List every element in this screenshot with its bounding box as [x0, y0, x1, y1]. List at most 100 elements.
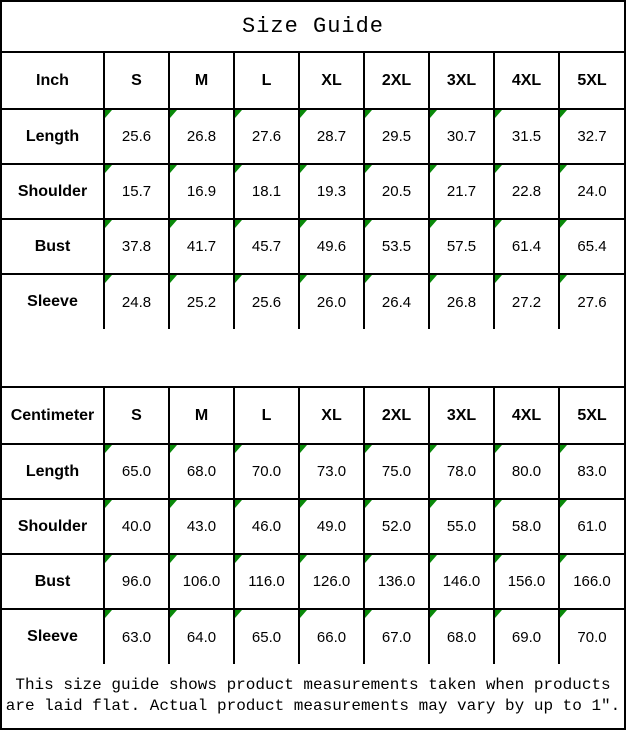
cell-flag-triangle-icon	[301, 221, 307, 228]
measurement-value: 70.0	[251, 463, 282, 480]
size-header-cell: M	[168, 52, 235, 110]
measurement-value: 66.0	[316, 628, 347, 646]
measurement-value-cell: 26.8	[168, 108, 235, 165]
measurement-value-cell: 68.0	[168, 443, 235, 500]
measurement-label-cell: Sleeve	[1, 608, 105, 665]
measurement-value: 29.5	[381, 128, 412, 145]
cell-flag-triangle-icon	[366, 221, 372, 228]
measurement-value: 18.1	[251, 183, 282, 200]
cell-flag-triangle-icon	[236, 276, 242, 283]
measurement-value: 15.7	[121, 183, 152, 200]
measurement-value: 16.9	[186, 183, 217, 200]
cell-flag-triangle-icon	[431, 166, 437, 173]
size-header-cell: 2XL	[363, 52, 430, 110]
cell-flag-triangle-icon	[496, 446, 502, 453]
measurement-value-cell: 53.5	[363, 218, 430, 275]
measurement-value: 24.0	[577, 183, 607, 200]
measurement-value-cell: 96.0	[103, 553, 170, 610]
measurement-value-cell: 70.0	[233, 443, 300, 500]
footer-note: This size guide shows product measuremen…	[2, 664, 624, 728]
measurement-value-cell: 136.0	[363, 553, 430, 610]
size-header-cell: 3XL	[428, 387, 495, 445]
cell-flag-triangle-icon	[431, 276, 437, 283]
cell-flag-triangle-icon	[496, 276, 502, 283]
cell-flag-triangle-icon	[171, 556, 177, 563]
size-header-row: Centimeter S M L XL 2XL 3XL 4XL 5XL	[1, 387, 625, 445]
measurement-value: 20.5	[381, 183, 412, 200]
measurement-value-cell: 73.0	[298, 443, 365, 500]
measurement-value: 166.0	[573, 573, 611, 590]
measurement-value-cell: 69.0	[493, 608, 560, 665]
cell-flag-triangle-icon	[236, 611, 242, 618]
cell-flag-triangle-icon	[431, 446, 437, 453]
measurement-row: Length 65.0 68.0 70.0 73.0 75.0 78.0 80.0 83.0	[1, 443, 625, 500]
measurement-value: 27.2	[511, 293, 542, 311]
measurement-value: 40.0	[121, 518, 152, 535]
cell-flag-triangle-icon	[301, 276, 307, 283]
cell-flag-triangle-icon	[496, 166, 502, 173]
measurement-value: 126.0	[312, 573, 351, 590]
size-header-cell: XL	[298, 52, 365, 110]
cell-flag-triangle-icon	[106, 556, 112, 563]
measurement-value-cell: 18.1	[233, 163, 300, 220]
measurement-value-cell: 106.0	[168, 553, 235, 610]
cell-flag-triangle-icon	[236, 556, 242, 563]
size-table-body: Centimeter S M L XL 2XL 3XL 4XL 5XL Length 65.0 68.…	[1, 387, 625, 665]
measurement-value: 22.8	[511, 183, 542, 200]
measurement-value-cell: 15.7	[103, 163, 170, 220]
cell-flag-triangle-icon	[431, 221, 437, 228]
measurement-value: 73.0	[316, 463, 347, 480]
measurement-value: 55.0	[446, 518, 477, 535]
measurement-value: 70.0	[577, 628, 607, 646]
page-title: Size Guide	[2, 2, 624, 53]
cell-flag-triangle-icon	[236, 166, 242, 173]
measurement-value: 65.0	[251, 628, 282, 646]
cell-flag-triangle-icon	[496, 556, 502, 563]
measurement-value: 43.0	[186, 518, 217, 535]
cell-flag-triangle-icon	[106, 111, 112, 118]
measurement-label-cell: Length	[1, 108, 105, 165]
measurement-value: 26.4	[381, 293, 412, 311]
measurement-value: 19.3	[316, 183, 347, 200]
cell-flag-triangle-icon	[171, 166, 177, 173]
cell-flag-triangle-icon	[561, 221, 567, 228]
measurement-label-cell: Bust	[1, 553, 105, 610]
measurement-value: 52.0	[381, 518, 412, 535]
size-header-cell: 5XL	[558, 52, 625, 110]
measurement-value: 58.0	[511, 518, 542, 535]
footer-note-line: are laid flat. Actual product measuremen…	[5, 697, 621, 715]
measurement-value-cell: 25.6	[103, 108, 170, 165]
size-header-row: Inch S M L XL 2XL 3XL 4XL 5XL	[1, 52, 625, 110]
measurement-value-cell: 68.0	[428, 608, 495, 665]
size-header-cell: L	[233, 387, 300, 445]
cell-flag-triangle-icon	[496, 111, 502, 118]
cell-flag-triangle-icon	[236, 221, 242, 228]
cell-flag-triangle-icon	[236, 446, 242, 453]
measurement-value-cell: 40.0	[103, 498, 170, 555]
measurement-value-cell: 37.8	[103, 218, 170, 275]
measurement-value: 24.8	[121, 293, 152, 311]
measurement-value: 25.6	[251, 293, 282, 311]
measurement-value-cell: 83.0	[558, 443, 625, 500]
measurement-value: 116.0	[248, 573, 285, 590]
measurement-value-cell: 45.7	[233, 218, 300, 275]
measurement-row: Shoulder 15.7 16.9 18.1 19.3 20.5 21.7 22.8 24.0	[1, 163, 625, 220]
cell-flag-triangle-icon	[561, 446, 567, 453]
measurement-value-cell: 27.6	[558, 273, 625, 330]
measurement-value-cell: 49.6	[298, 218, 365, 275]
measurement-label-cell: Length	[1, 443, 105, 500]
measurement-value-cell: 57.5	[428, 218, 495, 275]
size-header-cell: 3XL	[428, 52, 495, 110]
size-table-body: Inch S M L XL 2XL 3XL 4XL 5XL Length 25.6 26.8 27.6 2…	[1, 52, 625, 330]
measurement-row: Length 25.6 26.8 27.6 28.7 29.5 30.7 31.5 32.7	[1, 108, 625, 165]
size-header-cell: S	[103, 52, 170, 110]
cell-flag-triangle-icon	[431, 501, 437, 508]
measurement-value: 78.0	[446, 463, 477, 480]
measurement-value-cell: 27.2	[493, 273, 560, 330]
cell-flag-triangle-icon	[171, 221, 177, 228]
unit-header-cell: Inch	[1, 52, 105, 110]
measurement-value-cell: 63.0	[103, 608, 170, 665]
measurement-value: 45.7	[251, 238, 282, 255]
measurement-value-cell: 32.7	[558, 108, 625, 165]
